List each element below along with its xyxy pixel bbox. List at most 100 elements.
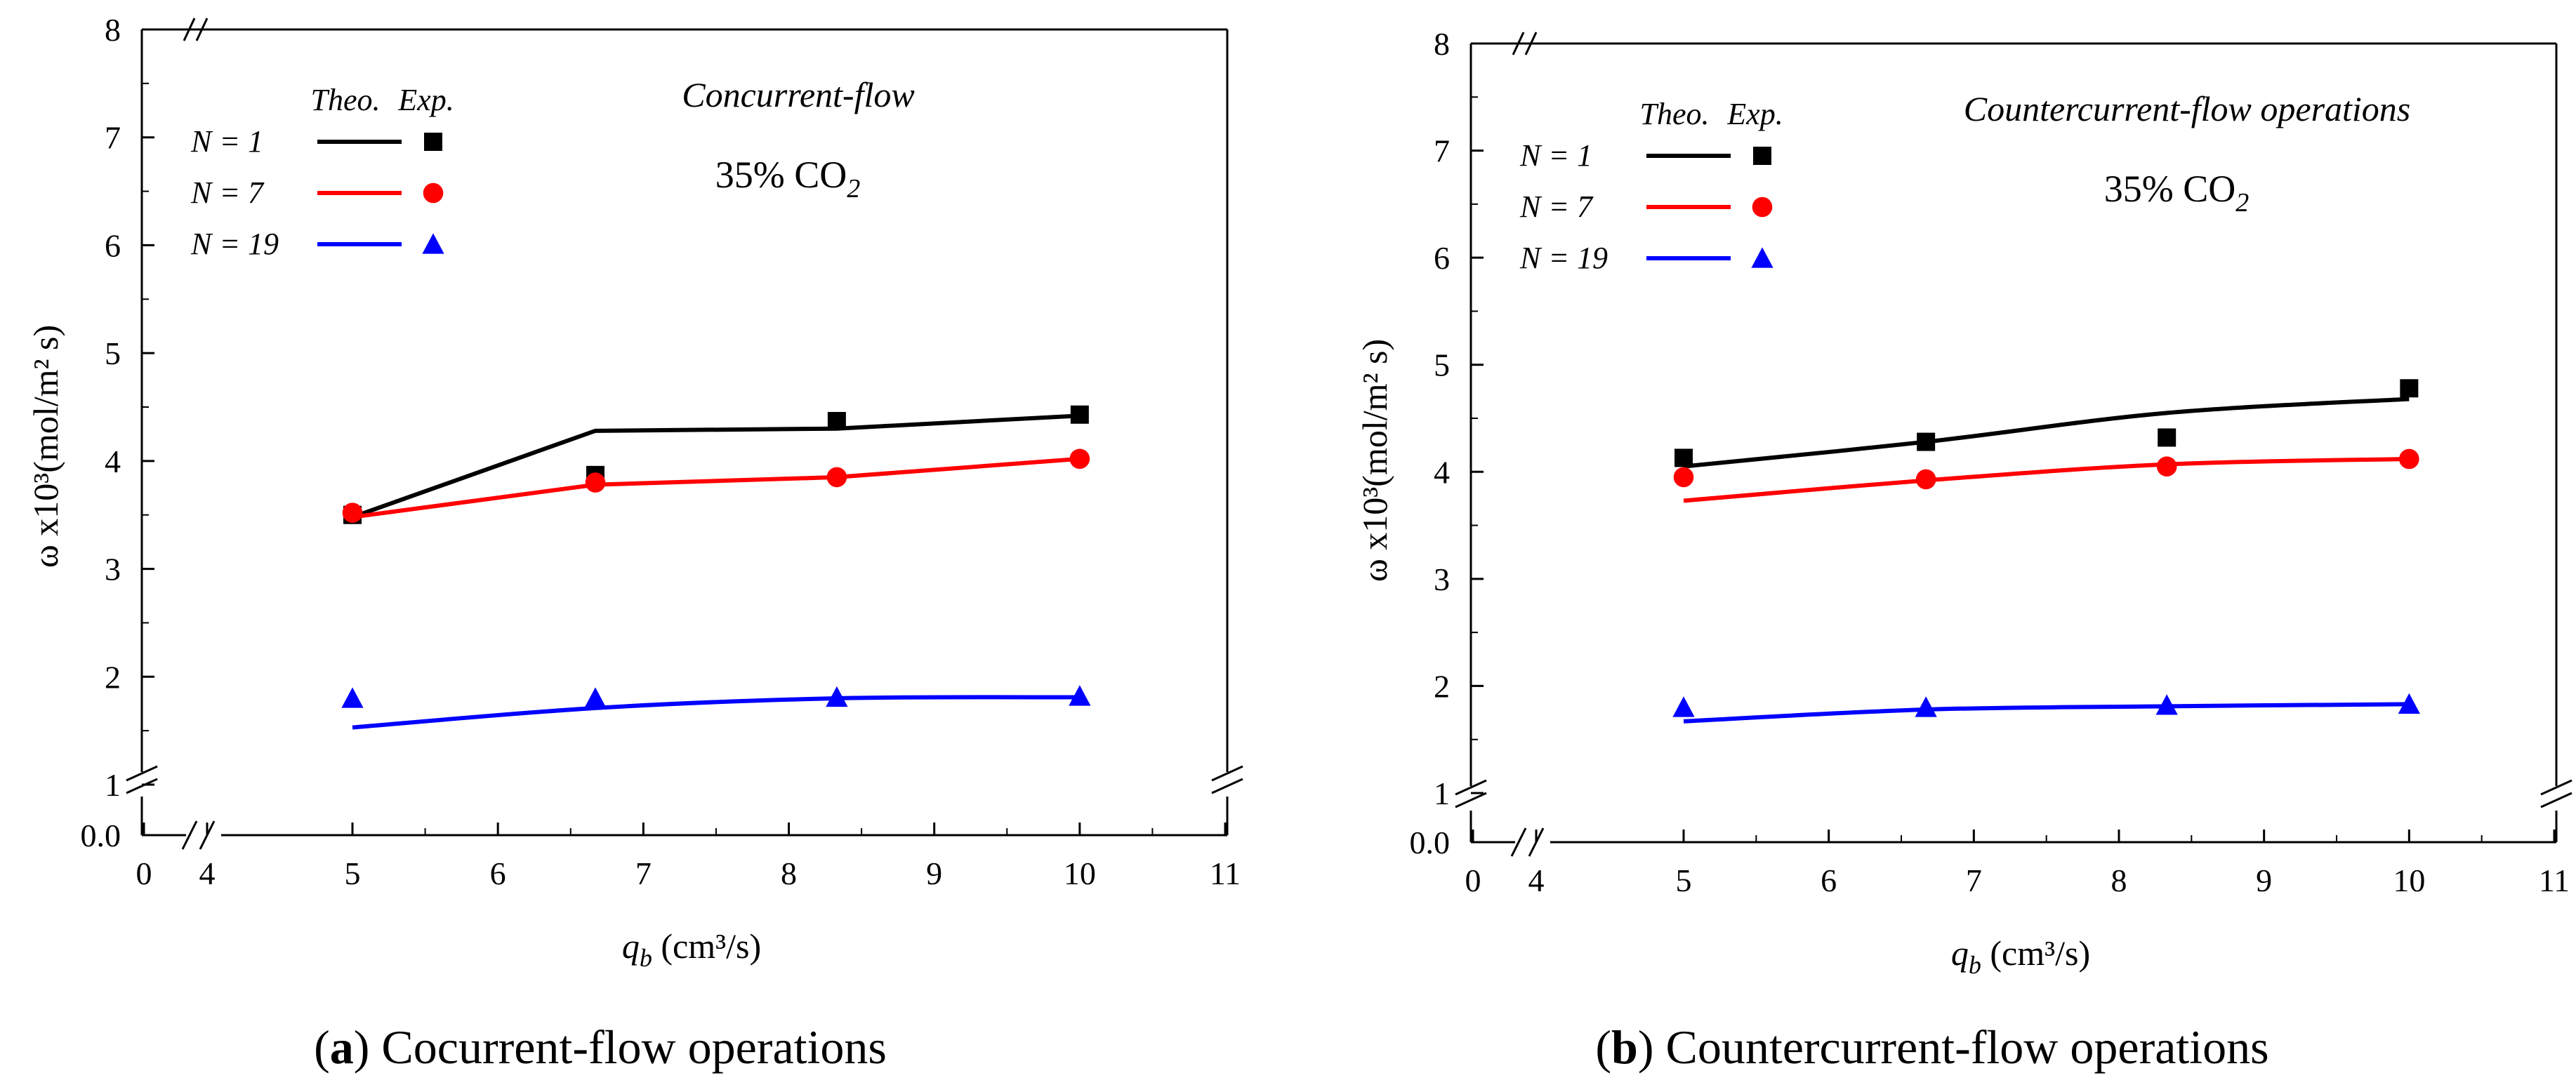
axis-break-mark [2540,779,2572,796]
axis-break-mark [2540,792,2572,808]
legend-header-theo: Theo. [1640,97,1710,131]
axis-break-mark [1211,765,1243,782]
x-tick-label: 5 [345,856,361,891]
chart-panel-a: 0.0 1 2 3 4 5 6 7 8 0 4 5 6 7 8 9 10 11 qb (cm³/s) ω x10³(m… [26,12,1243,1074]
exp-point-1 [826,467,847,488]
exp-point-2 [584,687,607,708]
series-0 [1675,379,2419,469]
legend-header-theo: Theo. [311,83,381,117]
x-tick-label: 6 [1821,863,1837,898]
legend-marker [423,182,444,204]
x-tick-label: 8 [2111,863,2127,898]
y-tick-label: 4 [105,444,121,479]
legend-label: N = 19 [190,227,279,261]
exp-point-0 [1675,448,1693,467]
x-tick-label: 10 [1064,856,1096,891]
x-tick-label: 7 [635,856,652,891]
x-tick-label: 7 [1966,863,1982,898]
x-tick-label: 11 [1210,856,1241,891]
exp-point-0 [827,411,846,430]
x-tick-label: 10 [2393,863,2425,898]
axis-break-mark [1455,779,1487,796]
y-tick-label: 4 [1434,454,1450,490]
y-tick-label: 7 [1434,133,1450,169]
legend-label: N = 1 [190,124,263,159]
legend-label: N = 7 [1519,189,1594,224]
x-tick-label: 0 [136,856,152,891]
exp-point-1 [1069,448,1090,470]
y-tick-label: 8 [1434,26,1450,62]
exp-point-2 [341,687,364,708]
x-tick-label: 4 [1528,863,1545,898]
series-1 [342,448,1090,523]
y-tick-label: 6 [105,227,121,263]
theory-line-2 [1683,702,2410,724]
series-2 [341,685,1091,730]
y-tick-label: 1 [1434,776,1450,811]
exp-point-1 [1673,467,1694,488]
y-tick-label: 8 [105,12,121,48]
y-tick-label: 2 [1434,668,1450,704]
exp-point-2 [1069,685,1091,706]
annotation-co2: 35% CO2 [2104,168,2250,218]
y-tick-label: 2 [105,659,121,695]
x-tick-label: 11 [2539,863,2570,898]
exp-point-2 [2398,693,2420,714]
y-tick-label: 3 [105,552,121,587]
axes-frame-b [1455,32,2572,857]
theory-line-2 [352,695,1080,730]
axis-break-mark [1524,32,1538,55]
legend-marker [422,233,444,254]
annotation-co2: 35% CO2 [715,154,861,204]
y-tick-label: 6 [1434,240,1450,276]
theory-line-1 [1683,456,2410,503]
axis-break-mark [1510,827,1527,857]
exp-point-0 [1917,432,1936,451]
y-tick-label: 0.0 [1410,825,1451,860]
exp-point-0 [2400,379,2419,398]
exp-point-2 [1672,696,1695,717]
series-2 [1672,693,2420,724]
y-tick-label: 3 [1434,561,1450,597]
figure-caption: (b) Countercurrent-flow operations [1595,1020,2268,1074]
x-tick-label: 6 [490,856,506,891]
x-tick-label: 5 [1676,863,1692,898]
axis-break-mark [1211,778,1243,794]
exp-point-1 [1915,469,1936,490]
legend-a: Theo. Exp. N = 1 N = 7 N = 19 [190,83,454,261]
theory-line-1 [352,456,1081,519]
x-tick-label: 4 [199,856,216,891]
y-axis-title: ω x10³(mol/m² s) [1355,339,1394,582]
axes-frame-a [126,18,1243,850]
annotation-flow: Countercurrent-flow operations [1964,89,2411,128]
legend-label: N = 19 [1519,241,1608,275]
y-axis-title: ω x10³(mol/m² s) [26,325,65,568]
theory-line-0 [1683,397,2410,469]
exp-point-2 [826,686,848,707]
y-tick-label: 7 [105,120,121,156]
series-1 [1673,448,2419,503]
exp-point-0 [1070,405,1089,424]
theory-line-0 [351,413,1080,519]
legend-header-exp: Exp. [397,83,454,117]
x-axis-title: qb (cm³/s) [622,926,761,972]
y-tick-label: 5 [105,335,121,371]
exp-point-1 [2156,456,2177,477]
legend-b: Theo. Exp. N = 1 N = 7 N = 19 [1519,97,1783,275]
legend-label: N = 1 [1519,138,1592,173]
x-axis-title: qb (cm³/s) [1951,933,2090,979]
exp-point-2 [1915,696,1937,717]
chart-panel-b: 0.0 1 2 3 4 5 6 7 8 0 4 5 6 7 8 9 10 11 qb (cm³/s) ω x10³(m… [1355,26,2572,1074]
x-tick-label: 8 [781,856,797,891]
x-tick-label: 0 [1465,863,1481,898]
legend-marker [1752,197,1773,218]
x-tick-label: 9 [926,856,942,891]
annotation-flow: Concurrent-flow [682,75,914,114]
exp-point-0 [2158,428,2177,447]
axis-break-mark [1455,792,1487,808]
exp-point-1 [2399,448,2419,470]
exp-point-1 [585,472,606,493]
y-tick-label: 1 [105,767,121,803]
legend-header-exp: Exp. [1726,97,1783,131]
